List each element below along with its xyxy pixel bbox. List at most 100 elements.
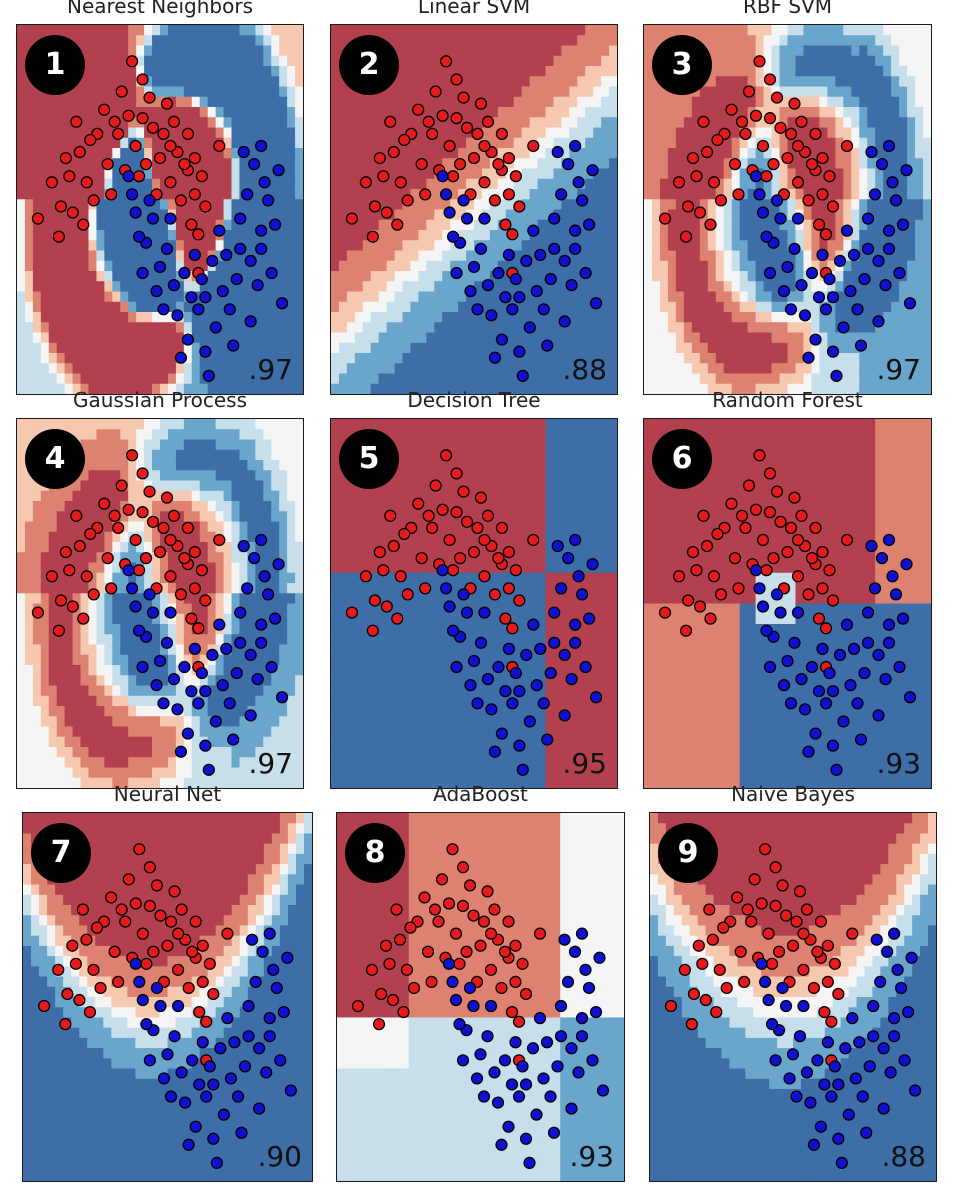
decision-region-cell (771, 291, 781, 303)
decision-region-cell (883, 353, 892, 364)
decision-region-cell (263, 490, 272, 502)
decision-region-cell (239, 178, 248, 190)
decision-region-cell (907, 312, 916, 323)
decision-region-cell (675, 117, 685, 129)
decision-region-cell (537, 25, 547, 36)
decision-region-cell (883, 322, 892, 334)
decision-region-cell (691, 342, 701, 354)
decision-region-cell (40, 250, 50, 262)
decision-region-cell (851, 107, 860, 118)
decision-region-cell (271, 429, 280, 441)
decision-region-cell (128, 342, 137, 354)
data-point-class0 (66, 206, 79, 219)
decision-region-cell (899, 158, 908, 170)
decision-region-cell (601, 55, 610, 67)
decision-region-cell (755, 353, 765, 364)
decision-region-cell (651, 332, 661, 344)
decision-region-cell (739, 363, 749, 375)
decision-region-cell (787, 76, 797, 88)
decision-region-cell (795, 271, 805, 282)
decision-region-cell (402, 35, 412, 47)
decision-region-cell (787, 363, 797, 375)
panel-title: Linear SVM (417, 0, 531, 18)
decision-region-cell (136, 593, 145, 605)
decision-region-cell (88, 490, 98, 502)
decision-region-cell (64, 137, 74, 149)
decision-region-cell (915, 383, 924, 394)
decision-region-cell (593, 271, 602, 282)
decision-region-cell (481, 76, 491, 88)
data-point-class1 (237, 145, 250, 159)
decision-region-cell (80, 76, 90, 88)
decision-region-cell (787, 342, 797, 354)
decision-region-cell (707, 281, 717, 293)
decision-region-cell (644, 158, 653, 170)
decision-region-cell (707, 342, 717, 354)
decision-region-cell (779, 240, 789, 252)
panel-gaussian-process: Gaussian Process 4 .97 (16, 388, 304, 789)
decision-region-cell (699, 86, 709, 98)
decision-region-cell (112, 501, 121, 512)
decision-region-cell (907, 66, 916, 77)
decision-region-cell (875, 281, 884, 293)
decision-region-cell (521, 332, 531, 344)
decision-region-cell (362, 148, 372, 159)
decision-region-cell (175, 383, 185, 394)
decision-region-cell (295, 552, 303, 564)
decision-region-cell (362, 25, 372, 36)
decision-region-cell (779, 158, 789, 170)
decision-region-cell (561, 137, 570, 149)
decision-region-cell (537, 117, 547, 129)
decision-region-cell (474, 107, 483, 118)
decision-region-cell (295, 460, 303, 471)
decision-region-cell (56, 332, 66, 344)
decision-region-cell (104, 168, 113, 180)
decision-region-cell (715, 25, 725, 36)
decision-region-cell (651, 25, 661, 36)
decision-region-cell (128, 624, 137, 635)
decision-region-cell (104, 332, 113, 344)
decision-region-cell (279, 322, 288, 334)
decision-region-cell (40, 199, 50, 211)
decision-region-cell (144, 613, 153, 625)
decision-region-cell (474, 322, 483, 334)
decision-region-cell (64, 178, 74, 190)
data-point-class1 (520, 254, 533, 268)
decision-region-cell (755, 199, 765, 211)
decision-region-cell (843, 168, 852, 180)
decision-region-cell (128, 552, 137, 564)
decision-region-cell (827, 55, 836, 67)
decision-region-cell (152, 301, 161, 313)
decision-region-cell (577, 301, 586, 313)
decision-region-cell (644, 342, 653, 354)
decision-region-cell (683, 353, 693, 364)
decision-region-cell (96, 158, 105, 170)
data-point-class1 (763, 266, 777, 280)
decision-region-cell (48, 25, 58, 36)
decision-region-cell (152, 470, 161, 482)
decision-region-cell (160, 281, 169, 293)
decision-region-cell (723, 148, 733, 159)
decision-region-cell (537, 35, 547, 47)
decision-region-cell (529, 342, 539, 354)
decision-region-cell (207, 281, 217, 293)
decision-region-cell (64, 353, 74, 364)
decision-region-cell (835, 189, 844, 200)
decision-region-cell (739, 240, 749, 252)
decision-region-cell (175, 460, 185, 471)
data-point-class0 (742, 85, 756, 98)
decision-region-cell (40, 353, 50, 364)
decision-region-cell (160, 373, 169, 385)
decision-region-cell (136, 250, 145, 262)
decision-region-cell (609, 117, 617, 129)
decision-region-cell (386, 291, 396, 303)
decision-region-cell (199, 383, 209, 394)
decision-region-cell (239, 281, 248, 293)
decision-region-cell (120, 158, 129, 170)
data-point-class0 (84, 133, 97, 147)
decision-region-cell (426, 148, 435, 159)
decision-region-cell (40, 342, 50, 354)
decision-region-cell (699, 107, 709, 118)
decision-region-cell (175, 480, 185, 492)
decision-region-cell (207, 137, 217, 149)
